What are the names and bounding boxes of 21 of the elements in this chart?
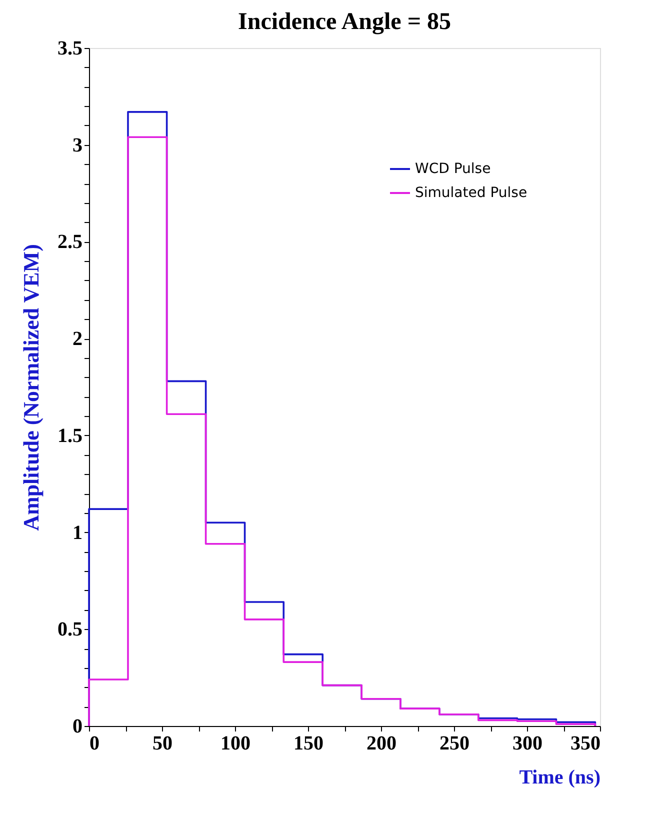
- legend-label: WCD Pulse: [415, 161, 491, 177]
- y-tick-label: 0.5: [58, 618, 82, 641]
- y-tick-label: 0: [72, 716, 82, 738]
- x-tick-label: 250: [440, 732, 470, 754]
- y-axis-title: Amplitude (Normalized VEM): [18, 244, 44, 531]
- x-tick-label: 300: [512, 732, 542, 754]
- legend-label: Simulated Pulse: [415, 185, 528, 201]
- x-tick-label: 200: [366, 732, 396, 754]
- y-tick-label: 3: [72, 134, 82, 156]
- x-tick-label: 50: [152, 732, 172, 754]
- x-tick-label: 0: [90, 732, 100, 754]
- x-tick-label: 100: [220, 732, 250, 754]
- x-tick-label: 150: [294, 732, 324, 754]
- y-tick-label: 2: [72, 328, 82, 350]
- chart-title: Incidence Angle = 85: [238, 9, 452, 35]
- y-tick-label: 1: [72, 522, 82, 544]
- y-tick-label: 2.5: [58, 231, 82, 254]
- x-tick-label: 350: [570, 732, 600, 754]
- x-axis-title: Time (ns): [519, 766, 600, 788]
- y-tick-label: 1.5: [58, 424, 82, 447]
- y-tick-label: 3.5: [58, 38, 82, 60]
